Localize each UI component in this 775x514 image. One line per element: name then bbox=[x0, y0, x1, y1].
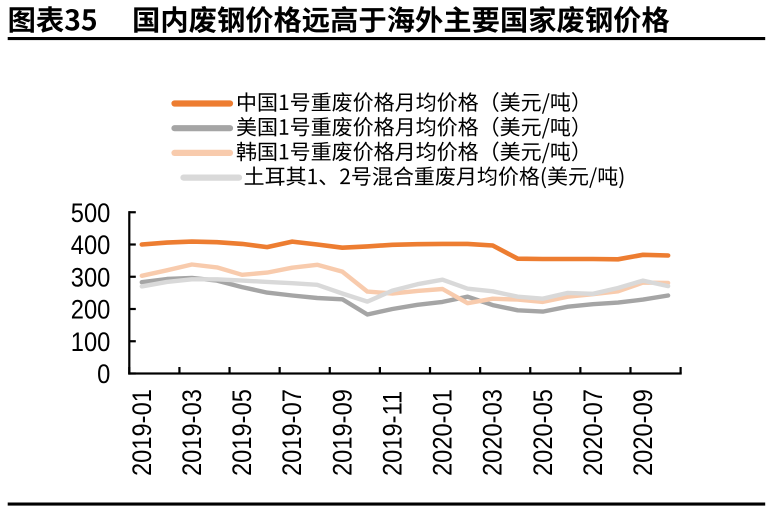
svg-text:400: 400 bbox=[71, 231, 111, 261]
svg-text:2019-01: 2019-01 bbox=[128, 389, 158, 476]
svg-text:2020-03: 2020-03 bbox=[478, 389, 508, 476]
svg-text:2019-09: 2019-09 bbox=[328, 389, 358, 476]
svg-text:2019-11: 2019-11 bbox=[378, 391, 408, 476]
svg-text:300: 300 bbox=[71, 263, 111, 293]
svg-text:500: 500 bbox=[71, 199, 111, 229]
svg-text:2020-09: 2020-09 bbox=[629, 389, 659, 476]
svg-text:2019-07: 2019-07 bbox=[278, 389, 308, 476]
svg-text:2020-07: 2020-07 bbox=[579, 389, 609, 476]
svg-text:2019-05: 2019-05 bbox=[228, 389, 258, 476]
svg-text:2020-05: 2020-05 bbox=[529, 389, 559, 476]
svg-text:2019-03: 2019-03 bbox=[178, 389, 208, 476]
svg-text:100: 100 bbox=[71, 328, 111, 358]
svg-text:0: 0 bbox=[97, 360, 110, 390]
svg-text:200: 200 bbox=[71, 295, 111, 325]
svg-text:2020-01: 2020-01 bbox=[428, 389, 458, 476]
